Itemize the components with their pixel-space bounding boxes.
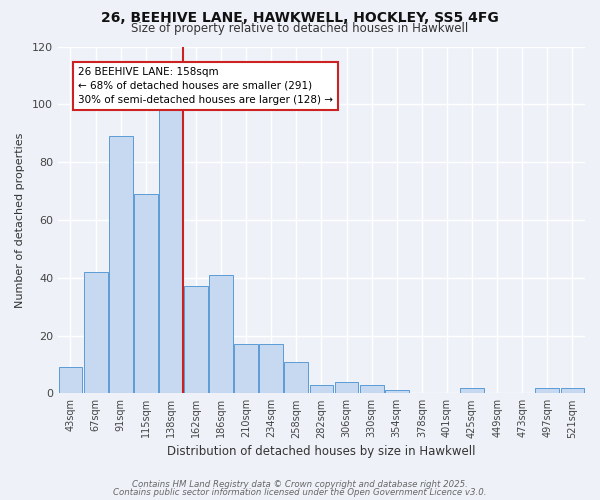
Bar (234, 344, 258, 394)
Bar (310, 384, 334, 394)
Bar (184, 286, 208, 394)
Bar (535, 388, 559, 394)
Bar (159, 102, 183, 394)
X-axis label: Distribution of detached houses by size in Hawkwell: Distribution of detached houses by size … (167, 444, 476, 458)
Text: 26 BEEHIVE LANE: 158sqm
← 68% of detached houses are smaller (291)
30% of semi-d: 26 BEEHIVE LANE: 158sqm ← 68% of detache… (78, 66, 333, 104)
Bar (209, 275, 233, 394)
Bar (259, 344, 283, 394)
Bar (335, 382, 358, 394)
Y-axis label: Number of detached properties: Number of detached properties (15, 132, 25, 308)
Bar (385, 390, 409, 394)
Bar (59, 368, 82, 394)
Bar (360, 384, 383, 394)
Text: Size of property relative to detached houses in Hawkwell: Size of property relative to detached ho… (131, 22, 469, 35)
Bar (134, 194, 158, 394)
Bar (83, 272, 107, 394)
Bar (460, 388, 484, 394)
Text: Contains public sector information licensed under the Open Government Licence v3: Contains public sector information licen… (113, 488, 487, 497)
Text: 26, BEEHIVE LANE, HAWKWELL, HOCKLEY, SS5 4FG: 26, BEEHIVE LANE, HAWKWELL, HOCKLEY, SS5… (101, 11, 499, 25)
Bar (284, 362, 308, 394)
Bar (109, 136, 133, 394)
Text: Contains HM Land Registry data © Crown copyright and database right 2025.: Contains HM Land Registry data © Crown c… (132, 480, 468, 489)
Bar (560, 388, 584, 394)
